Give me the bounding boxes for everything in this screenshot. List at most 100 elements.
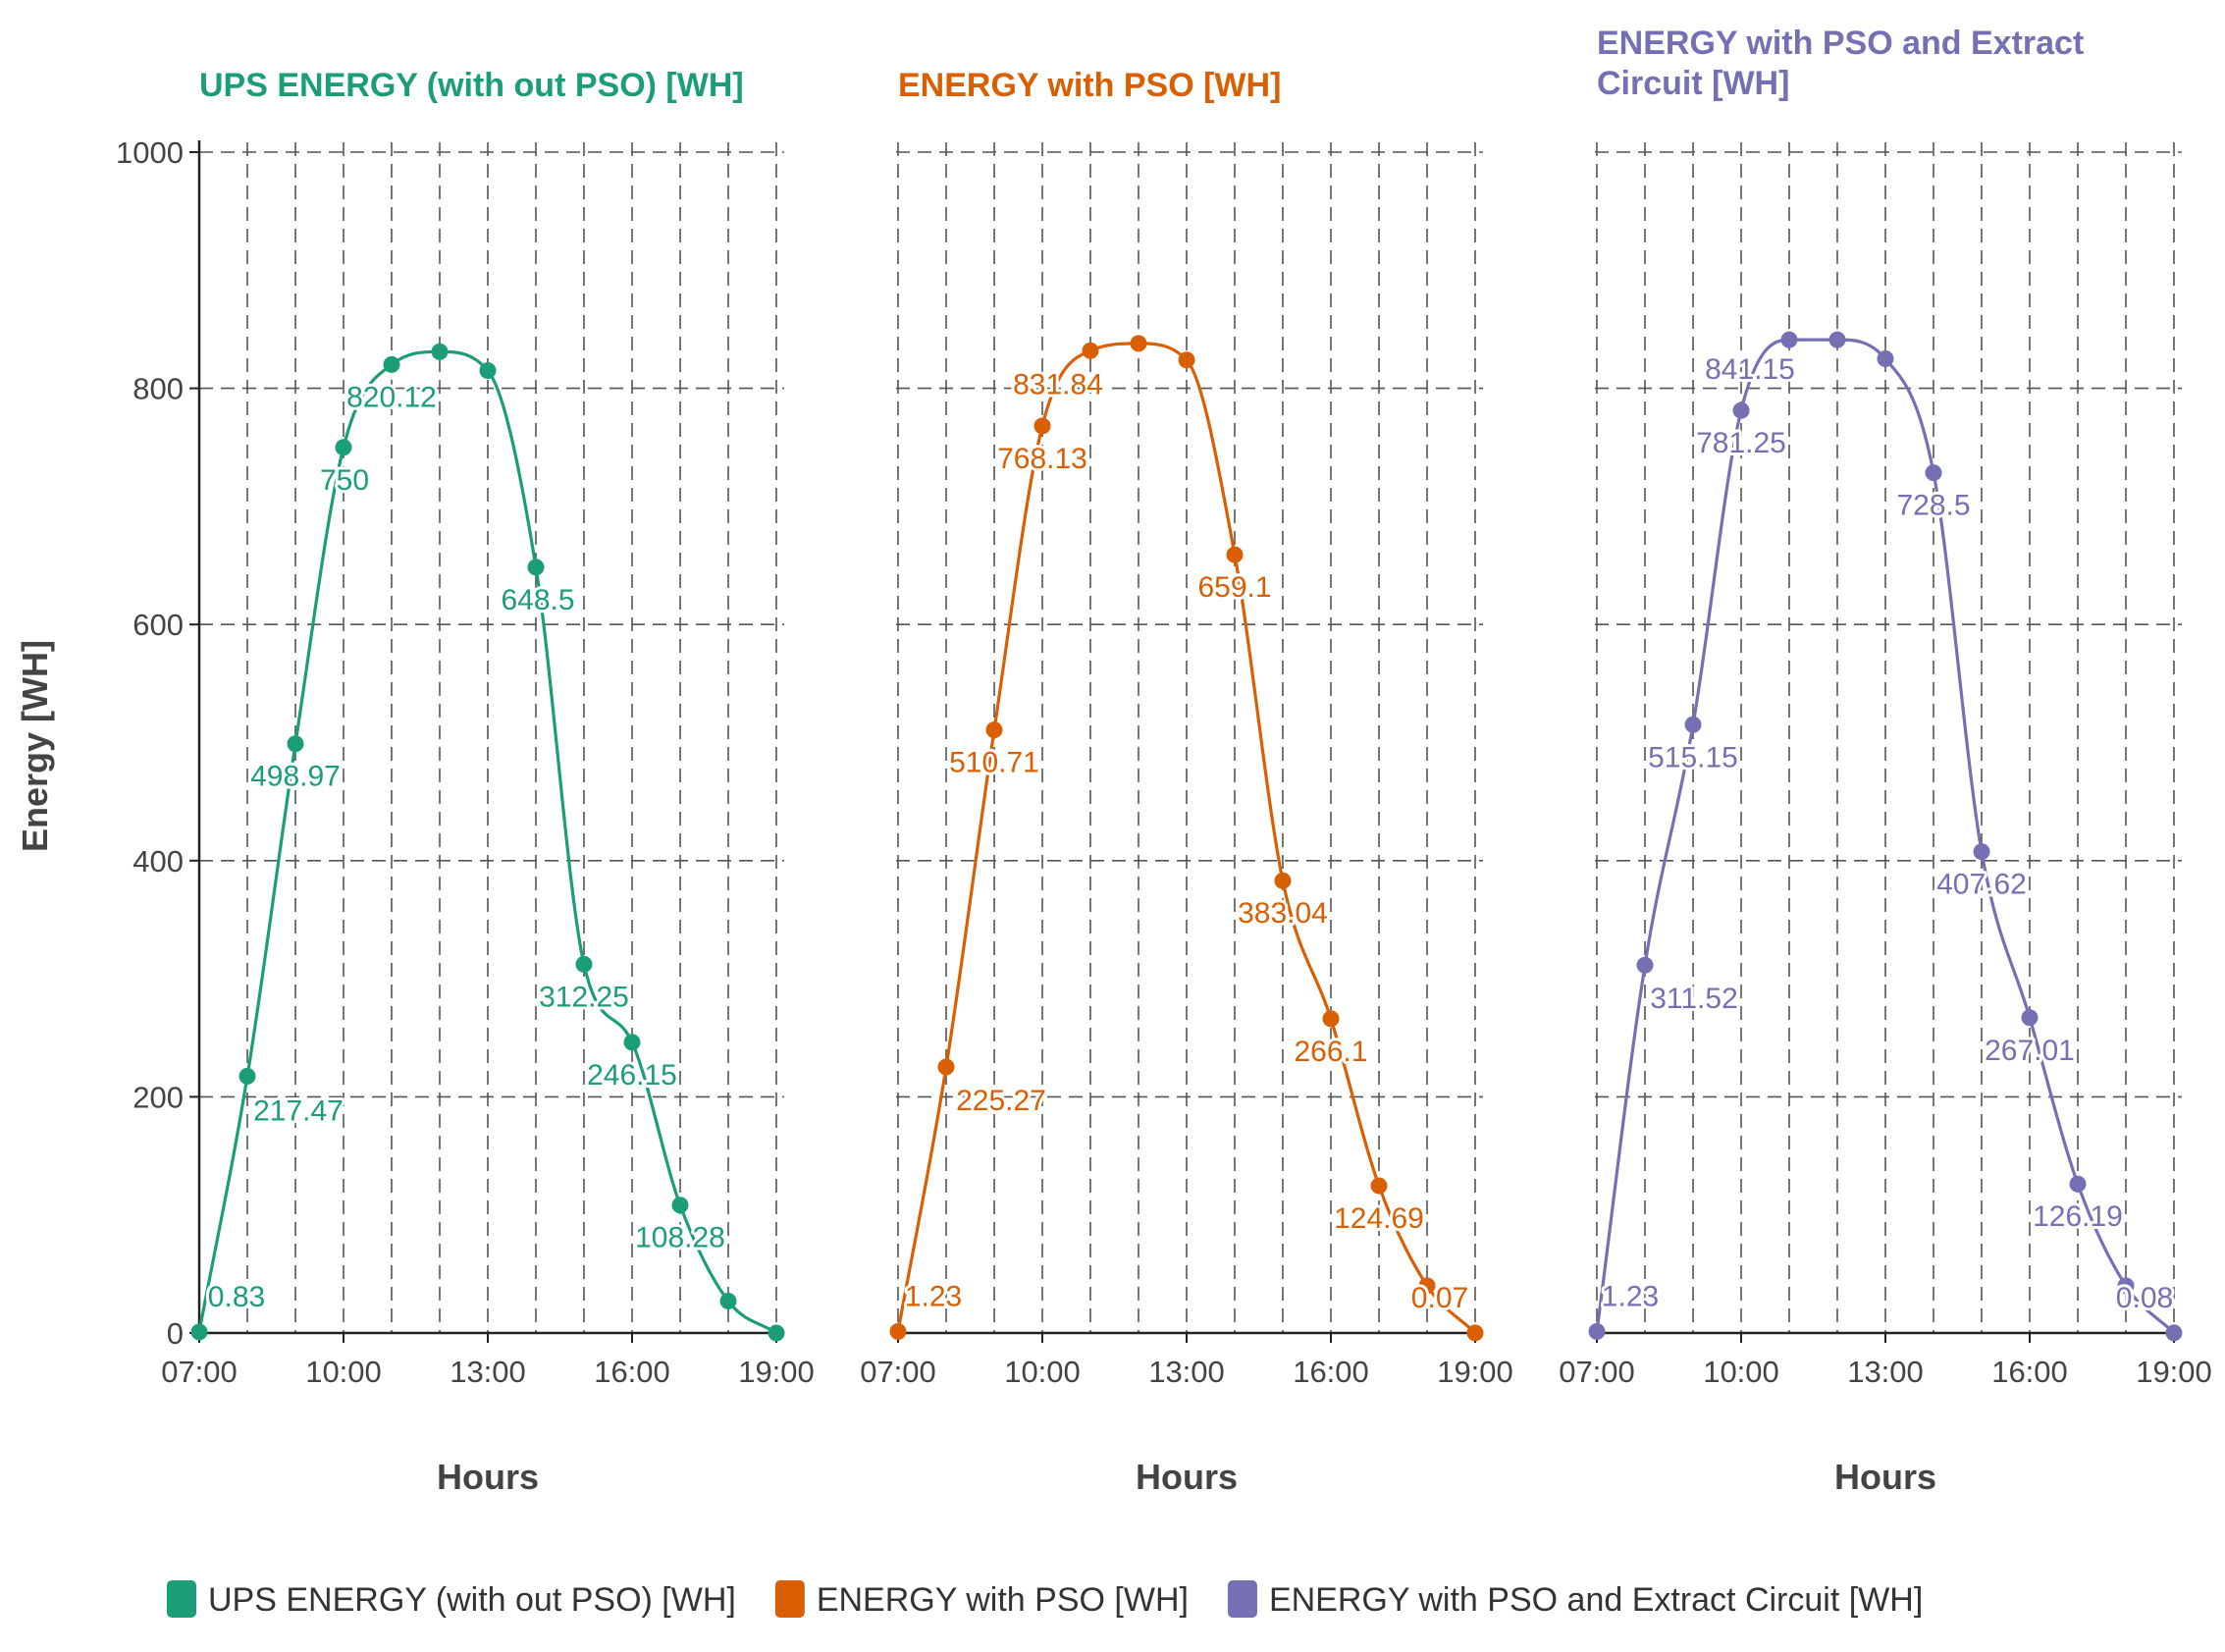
- data-point: [527, 559, 545, 576]
- data-label: 515.15: [1648, 741, 1738, 773]
- y-tick-label: 1000: [116, 135, 184, 170]
- data-label: 781.25: [1696, 427, 1786, 459]
- data-label: 820.12: [346, 381, 437, 413]
- x-axis-title: Hours: [1834, 1457, 1936, 1497]
- panel-1: UPS ENERGY (with out PSO) [WH] 0 200 400 600…: [116, 67, 815, 1497]
- legend-swatch: [774, 1580, 805, 1618]
- data-point: [1418, 1277, 1436, 1295]
- data-point: [768, 1324, 785, 1342]
- data-label: 831.84: [1013, 368, 1103, 400]
- legend-swatch: [1227, 1580, 1257, 1618]
- y-tick-label: 600: [132, 608, 184, 642]
- data-label: 383.04: [1238, 897, 1328, 930]
- x-axis-title: Hours: [1136, 1457, 1238, 1497]
- panel-title-1: UPS ENERGY (with out PSO) [WH]: [199, 67, 744, 104]
- legend-label: UPS ENERGY (with out PSO) [WH]: [208, 1581, 736, 1619]
- data-point: [719, 1293, 737, 1310]
- x-tick-label: 13:00: [1847, 1355, 1924, 1389]
- panel-title-line: UPS ENERGY (with out PSO) [WH]: [199, 67, 744, 104]
- data-label: 266.1: [1294, 1036, 1367, 1068]
- data-point: [937, 1058, 955, 1076]
- data-point: [1274, 872, 1292, 889]
- data-label: 124.69: [1334, 1202, 1424, 1235]
- data-label: 841.15: [1705, 353, 1795, 386]
- data-point: [431, 343, 449, 360]
- data-point: [1780, 331, 1798, 348]
- data-label: 498.97: [250, 761, 341, 793]
- x-tick-label: 07:00: [161, 1355, 238, 1389]
- x-tick-label: 16:00: [1991, 1355, 2068, 1389]
- data-point: [287, 735, 304, 753]
- data-label: 126.19: [2033, 1200, 2123, 1233]
- data-point: [1973, 843, 1990, 861]
- data-label: 225.27: [956, 1085, 1046, 1117]
- data-point: [1732, 401, 1750, 419]
- data-point: [190, 1323, 208, 1341]
- data-label: 312.25: [539, 981, 629, 1013]
- data-label: 217.47: [253, 1094, 344, 1127]
- data-point: [575, 955, 593, 973]
- x-axis-title: Hours: [437, 1457, 539, 1497]
- data-label: 108.28: [635, 1222, 725, 1254]
- x-tick-label: 13:00: [1148, 1355, 1225, 1389]
- x-tick-label: 10:00: [305, 1355, 382, 1389]
- data-label: 1.23: [905, 1281, 962, 1313]
- data-point: [2021, 1009, 2039, 1027]
- data-point: [1322, 1010, 1340, 1028]
- data-label: 750: [320, 464, 369, 497]
- data-label: 407.62: [1936, 869, 2027, 901]
- x-tick-label: 19:00: [2136, 1355, 2212, 1389]
- data-point: [2069, 1175, 2087, 1193]
- x-tick-label: 10:00: [1703, 1355, 1779, 1389]
- data-label: 0.08: [2116, 1282, 2173, 1314]
- data-point: [2165, 1324, 2183, 1342]
- data-point: [889, 1323, 907, 1341]
- panel-title-line: ENERGY with PSO and Extract: [1597, 25, 2084, 62]
- data-label: 246.15: [587, 1059, 677, 1092]
- data-point: [335, 439, 352, 456]
- x-tick-label: 16:00: [1293, 1355, 1369, 1389]
- y-tick-label: 200: [132, 1080, 184, 1114]
- legend-label: ENERGY with PSO and Extract Circuit [WH]: [1269, 1581, 1923, 1619]
- x-tick-label: 07:00: [1559, 1355, 1635, 1389]
- data-label: 659.1: [1197, 571, 1271, 604]
- data-point: [479, 362, 497, 380]
- data-point: [623, 1034, 641, 1051]
- data-point: [1636, 956, 1654, 974]
- data-label: 267.01: [1985, 1035, 2075, 1067]
- data-label: 1.23: [1602, 1281, 1659, 1313]
- y-tick-label: 400: [132, 844, 184, 879]
- data-label: 0.07: [1411, 1282, 1468, 1314]
- y-tick-label: 0: [167, 1316, 184, 1351]
- y-axis-title: Energy [WH]: [15, 640, 55, 852]
- data-point: [1033, 417, 1051, 435]
- data-label: 311.52: [1650, 983, 1738, 1015]
- panel-title-line: Circuit [WH]: [1597, 65, 1789, 102]
- x-tick-label: 07:00: [860, 1355, 936, 1389]
- data-point: [1226, 546, 1244, 563]
- x-tick-label: 19:00: [738, 1355, 815, 1389]
- data-label: 648.5: [501, 584, 574, 616]
- data-point: [2117, 1277, 2135, 1295]
- legend-swatch: [167, 1580, 196, 1618]
- legend: UPS ENERGY (with out PSO) [WH] ENERGY wit…: [167, 1580, 1923, 1619]
- data-label: 510.71: [949, 747, 1039, 779]
- data-point: [1588, 1323, 1606, 1341]
- data-point: [1877, 350, 1894, 368]
- x-tick-label: 19:00: [1437, 1355, 1513, 1389]
- data-point: [383, 355, 400, 373]
- data-label: 0.83: [208, 1281, 265, 1313]
- y-tick-label: 800: [132, 372, 184, 406]
- data-point: [671, 1197, 689, 1214]
- data-point: [1130, 335, 1147, 352]
- panel-2: ENERGY with PSO [WH] 07:00 10:00 13:00 16:00…: [860, 67, 1513, 1497]
- data-point: [1082, 342, 1099, 359]
- x-tick-label: 16:00: [594, 1355, 670, 1389]
- data-point: [1370, 1177, 1388, 1195]
- data-point: [1828, 331, 1846, 348]
- legend-label: ENERGY with PSO [WH]: [817, 1581, 1189, 1619]
